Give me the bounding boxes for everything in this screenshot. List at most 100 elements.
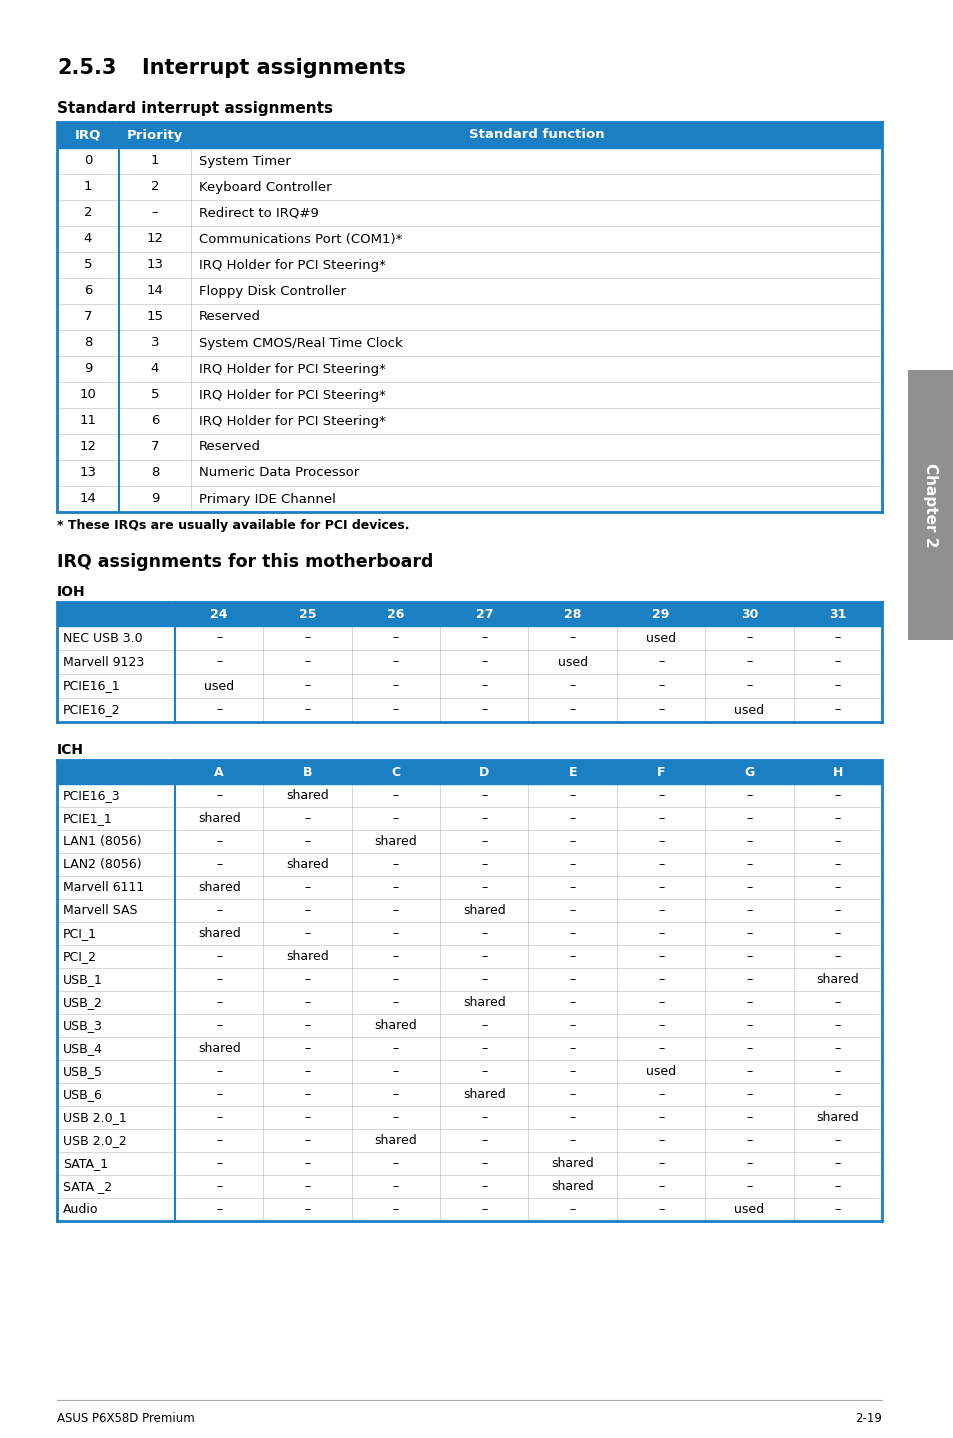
- Text: –: –: [834, 1020, 840, 1032]
- Text: –: –: [834, 997, 840, 1009]
- Bar: [352, 626, 439, 650]
- Text: 8: 8: [151, 466, 159, 479]
- Text: 14: 14: [147, 285, 163, 298]
- Bar: [528, 1014, 617, 1037]
- Text: –: –: [215, 1066, 222, 1078]
- Bar: [704, 991, 793, 1014]
- Bar: [528, 674, 617, 697]
- Text: –: –: [745, 631, 752, 644]
- Text: 0: 0: [84, 154, 92, 167]
- Bar: [57, 1175, 174, 1198]
- Bar: [793, 1198, 882, 1221]
- Text: –: –: [745, 1181, 752, 1194]
- Bar: [617, 876, 704, 899]
- Text: C: C: [391, 765, 400, 778]
- Text: –: –: [215, 858, 222, 871]
- Bar: [617, 922, 704, 945]
- Text: NEC USB 3.0: NEC USB 3.0: [63, 631, 143, 644]
- Text: IRQ: IRQ: [74, 128, 101, 141]
- Bar: [528, 761, 617, 784]
- Bar: [174, 945, 263, 968]
- Bar: [704, 807, 793, 830]
- Bar: [191, 303, 882, 329]
- Bar: [263, 1152, 352, 1175]
- Text: 6: 6: [151, 414, 159, 427]
- Text: –: –: [215, 997, 222, 1009]
- Text: 6: 6: [84, 285, 92, 298]
- Text: –: –: [834, 789, 840, 802]
- Text: –: –: [215, 835, 222, 848]
- Bar: [617, 991, 704, 1014]
- Bar: [57, 303, 119, 329]
- Bar: [174, 1129, 263, 1152]
- Bar: [57, 784, 174, 807]
- Text: –: –: [480, 1135, 487, 1148]
- Bar: [174, 1106, 263, 1129]
- Text: IRQ Holder for PCI Steering*: IRQ Holder for PCI Steering*: [199, 414, 385, 427]
- Bar: [352, 650, 439, 674]
- Text: –: –: [569, 1089, 576, 1102]
- Text: –: –: [393, 631, 398, 644]
- Text: PCI_2: PCI_2: [63, 951, 97, 963]
- Text: –: –: [745, 858, 752, 871]
- Text: –: –: [569, 905, 576, 917]
- Text: –: –: [393, 1158, 398, 1171]
- Bar: [352, 1060, 439, 1083]
- Bar: [263, 784, 352, 807]
- Bar: [617, 674, 704, 697]
- Text: 25: 25: [298, 607, 316, 621]
- Bar: [57, 1014, 174, 1037]
- Text: 5: 5: [84, 259, 92, 272]
- Bar: [439, 674, 528, 697]
- Bar: [263, 922, 352, 945]
- Bar: [174, 922, 263, 945]
- Text: –: –: [569, 1204, 576, 1217]
- Text: –: –: [304, 997, 311, 1009]
- Bar: [617, 1014, 704, 1037]
- Text: Audio: Audio: [63, 1204, 98, 1217]
- Bar: [704, 650, 793, 674]
- Bar: [57, 278, 119, 303]
- Bar: [119, 303, 191, 329]
- Bar: [704, 922, 793, 945]
- Bar: [174, 674, 263, 697]
- Bar: [617, 650, 704, 674]
- Text: –: –: [658, 812, 663, 825]
- Bar: [439, 1014, 528, 1037]
- Bar: [352, 1083, 439, 1106]
- Bar: [57, 1060, 174, 1083]
- Text: –: –: [658, 703, 663, 716]
- Text: –: –: [304, 1089, 311, 1102]
- Text: Chapter 2: Chapter 2: [923, 463, 938, 548]
- Bar: [263, 991, 352, 1014]
- Text: –: –: [215, 1135, 222, 1148]
- Text: USB_2: USB_2: [63, 997, 103, 1009]
- Bar: [439, 650, 528, 674]
- Text: –: –: [745, 656, 752, 669]
- Bar: [191, 329, 882, 357]
- Bar: [57, 674, 174, 697]
- Text: 4: 4: [84, 233, 92, 246]
- Bar: [439, 1060, 528, 1083]
- Bar: [704, 1083, 793, 1106]
- Text: 4: 4: [151, 362, 159, 375]
- Bar: [793, 876, 882, 899]
- Text: –: –: [658, 1181, 663, 1194]
- Text: –: –: [745, 974, 752, 986]
- Bar: [704, 1106, 793, 1129]
- Bar: [263, 1129, 352, 1152]
- Bar: [191, 357, 882, 383]
- Bar: [617, 1060, 704, 1083]
- Text: –: –: [834, 1158, 840, 1171]
- Text: PCIE16_1: PCIE16_1: [63, 680, 120, 693]
- Bar: [174, 876, 263, 899]
- Bar: [793, 807, 882, 830]
- Text: –: –: [569, 997, 576, 1009]
- Bar: [528, 1060, 617, 1083]
- Text: Floppy Disk Controller: Floppy Disk Controller: [199, 285, 346, 298]
- Text: shared: shared: [551, 1181, 594, 1194]
- Text: –: –: [215, 1181, 222, 1194]
- Text: Priority: Priority: [127, 128, 183, 141]
- Bar: [617, 968, 704, 991]
- Bar: [704, 1198, 793, 1221]
